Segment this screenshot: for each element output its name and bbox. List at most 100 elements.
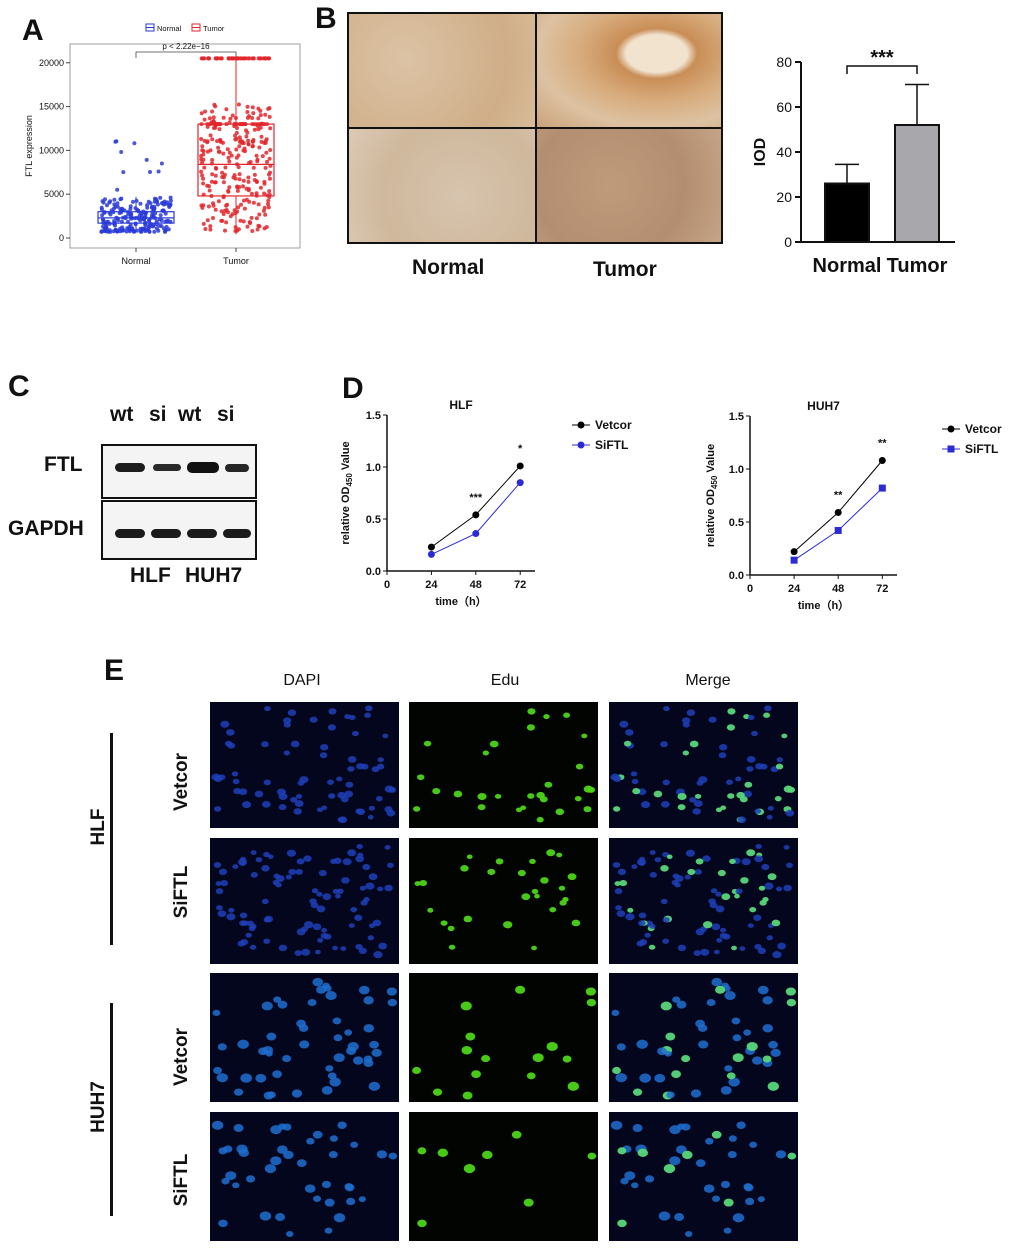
data-point: [147, 218, 152, 223]
dapi-nucleus: [672, 996, 681, 1003]
x-tick-label-1: 24: [788, 583, 801, 595]
edu-nucleus: [555, 808, 565, 816]
dapi-nucleus: [786, 862, 793, 868]
dapi-nucleus: [233, 1124, 244, 1133]
dapi-nucleus: [255, 1073, 267, 1083]
edu-nucleus: [481, 1054, 491, 1063]
dapi-nucleus: [216, 905, 223, 911]
dapi-nucleus: [715, 891, 722, 897]
fluor-image-huh7-vetcor-dapi: [210, 973, 399, 1102]
data-point: [200, 148, 205, 153]
dapi-nucleus: [776, 757, 783, 763]
data-point: [228, 214, 233, 219]
data-point: [158, 195, 163, 200]
data-point: [243, 149, 247, 154]
data-point: [151, 213, 156, 218]
legend-label-siftl: SiFTL: [965, 442, 998, 456]
bar-chart-iod: 0 20 40 60 80 IOD Normal Tumor ***: [752, 47, 955, 277]
bar-tumor: [894, 124, 940, 243]
significance-label-2: **: [878, 438, 887, 450]
dapi-nucleus: [273, 996, 282, 1003]
data-point: [245, 130, 250, 135]
data-point: [212, 102, 217, 107]
pvalue-label: p < 2.22e−16: [162, 42, 210, 51]
data-point: [223, 228, 227, 233]
data-point: [168, 195, 173, 200]
line-chart-hlf: HLF 0.0 0.5 1.0 1.5 0 24 48 72 time（h） relative OD…: [340, 398, 632, 608]
data-point: [237, 177, 242, 182]
nuclei-layer: [212, 977, 398, 1100]
legend-marker-1: [947, 445, 955, 453]
dapi-nucleus: [358, 1196, 366, 1203]
data-point: [267, 114, 272, 119]
dapi-nucleus: [231, 771, 239, 777]
y-tick-label-3: 15000: [39, 102, 64, 112]
data-point: [207, 188, 212, 193]
x-tick-label-2: 48: [470, 579, 482, 591]
dapi-nucleus: [611, 1009, 620, 1016]
series-line-vetcor: [793, 460, 883, 553]
data-point: [235, 126, 239, 130]
edu-nucleus: [653, 790, 663, 798]
dapi-nucleus: [211, 1120, 224, 1130]
data-point: [211, 216, 215, 220]
dapi-nucleus: [329, 1077, 341, 1087]
dapi-nucleus: [371, 1048, 382, 1057]
dapi-nucleus: [612, 861, 621, 868]
data-point: [158, 213, 163, 218]
y-tick-label-4: 20000: [39, 58, 64, 68]
dapi-nucleus: [288, 868, 297, 876]
data-point: [152, 196, 157, 201]
dapi-nucleus: [363, 897, 370, 902]
dapi-nucleus: [303, 855, 312, 862]
data-point: [203, 227, 208, 231]
cell-line-huh7: HUH7: [185, 564, 243, 587]
data-point: [132, 141, 137, 146]
fluor-image-huh7-vetcor-edu: [409, 973, 598, 1102]
dapi-nucleus: [352, 1056, 364, 1065]
dapi-nucleus: [641, 801, 651, 809]
dapi-nucleus: [720, 1085, 732, 1095]
dapi-nucleus: [776, 886, 783, 892]
dapi-nucleus: [666, 1091, 675, 1099]
significance-label-1: ***: [469, 492, 483, 504]
edu-nucleus: [562, 1055, 572, 1063]
dapi-nucleus: [662, 779, 670, 786]
data-point: [224, 107, 229, 112]
edu-nucleus: [619, 880, 628, 887]
data-point: [221, 151, 226, 156]
dapi-nucleus: [664, 1050, 672, 1057]
data-point: [241, 198, 246, 203]
dapi-nucleus: [347, 755, 357, 763]
y-tick-label-4: 80: [776, 54, 792, 70]
dapi-nucleus: [311, 888, 319, 894]
data-point: [165, 200, 170, 205]
row-label-hlf-siftl: SiFTL: [171, 865, 192, 919]
data-point: [163, 228, 168, 233]
data-point: [237, 144, 242, 149]
data-point: [267, 172, 271, 177]
dapi-nucleus: [237, 858, 247, 866]
data-point: [208, 224, 213, 229]
edu-nucleus: [526, 1072, 536, 1080]
dapi-nucleus: [299, 1040, 310, 1049]
dapi-nucleus: [272, 1070, 283, 1079]
edu-nucleus: [417, 774, 425, 781]
dapi-nucleus: [297, 780, 305, 786]
dapi-nucleus: [237, 1039, 249, 1049]
dapi-nucleus: [783, 884, 792, 892]
edu-nucleus: [583, 806, 592, 813]
dapi-nucleus: [250, 923, 257, 929]
lane-label-1: wt: [110, 403, 134, 426]
data-point: [203, 109, 208, 114]
y-axis-label: FTL expression: [24, 115, 34, 177]
data-point: [168, 198, 173, 203]
edu-nucleus: [663, 1163, 676, 1174]
data-point: [234, 155, 239, 160]
edu-nucleus: [617, 1147, 627, 1155]
ihc-tumor-bottom: [537, 129, 721, 242]
dapi-nucleus: [249, 944, 257, 950]
dapi-nucleus: [636, 1039, 648, 1049]
dapi-nucleus: [263, 938, 271, 944]
edu-nucleus: [534, 893, 540, 899]
